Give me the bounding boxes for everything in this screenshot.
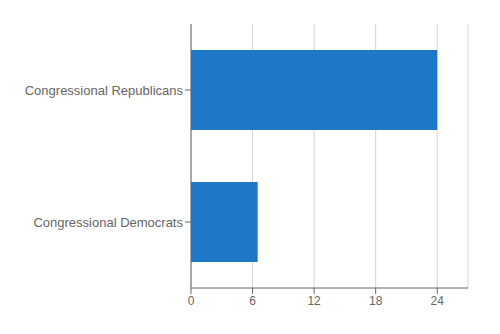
svg-text:0: 0 <box>188 294 195 308</box>
svg-text:12: 12 <box>307 294 321 308</box>
svg-text:6: 6 <box>249 294 256 308</box>
svg-text:24: 24 <box>431 294 445 308</box>
svg-text:18: 18 <box>369 294 383 308</box>
svg-text:Congressional Republicans: Congressional Republicans <box>25 83 184 98</box>
svg-text:Congressional Democrats: Congressional Democrats <box>33 215 183 230</box>
